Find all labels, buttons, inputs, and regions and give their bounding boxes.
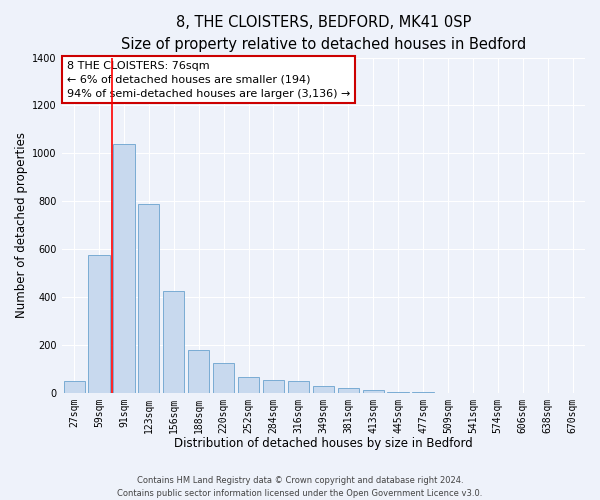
Bar — [88, 255, 110, 392]
Bar — [238, 377, 259, 392]
Bar — [113, 144, 134, 392]
Bar — [213, 363, 234, 392]
Bar — [338, 388, 359, 392]
Bar — [188, 350, 209, 393]
Bar — [288, 381, 309, 392]
Bar — [362, 390, 384, 392]
Text: Contains HM Land Registry data © Crown copyright and database right 2024.
Contai: Contains HM Land Registry data © Crown c… — [118, 476, 482, 498]
Text: 8 THE CLOISTERS: 76sqm
← 6% of detached houses are smaller (194)
94% of semi-det: 8 THE CLOISTERS: 76sqm ← 6% of detached … — [67, 61, 350, 99]
Bar — [138, 204, 160, 392]
X-axis label: Distribution of detached houses by size in Bedford: Distribution of detached houses by size … — [174, 437, 473, 450]
Bar — [313, 386, 334, 392]
Y-axis label: Number of detached properties: Number of detached properties — [15, 132, 28, 318]
Bar — [263, 380, 284, 392]
Bar — [163, 291, 184, 392]
Title: 8, THE CLOISTERS, BEDFORD, MK41 0SP
Size of property relative to detached houses: 8, THE CLOISTERS, BEDFORD, MK41 0SP Size… — [121, 15, 526, 52]
Bar — [64, 381, 85, 392]
